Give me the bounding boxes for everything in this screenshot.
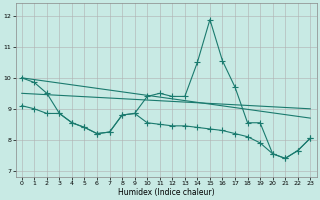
X-axis label: Humidex (Indice chaleur): Humidex (Indice chaleur) xyxy=(118,188,214,197)
